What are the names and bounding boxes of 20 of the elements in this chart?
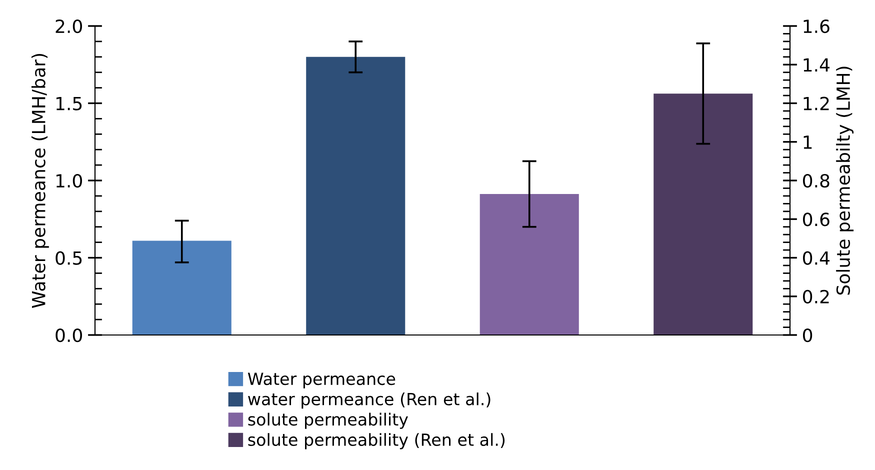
y2-tick-label: 0.2 [802,290,829,304]
y2-tick-label: 1.4 [804,58,830,72]
y2-tick-label: 0.4 [802,251,830,265]
y2-tick-label: 0 [802,328,812,342]
y2-tick-label: 1.6 [804,19,830,34]
y-tick-label: 0.5 [56,251,82,265]
legend-label: solute permeability [248,412,408,429]
y-tick-label: 1.5 [56,96,82,110]
y2-axis-title: Solute permeabilty (LMH) [836,66,854,295]
y2-tick-label: 1.2 [804,96,829,110]
y2-tick-label: 0.6 [802,212,830,226]
y2-tick-label: 1 [804,136,812,149]
legend-label: solute permeability (Ren et al.) [248,433,505,450]
y-tick-label: 1.0 [56,174,82,188]
legend-label: Water permeance [248,372,396,388]
y-tick-label: 2.0 [56,19,82,34]
legend-label: water permeance (Ren et al.) [248,392,490,409]
y-axis-title: Water permeance (LMH/bar) [31,54,49,308]
y2-tick-label: 0.8 [802,174,830,188]
y-tick-label: 0.0 [56,328,82,342]
